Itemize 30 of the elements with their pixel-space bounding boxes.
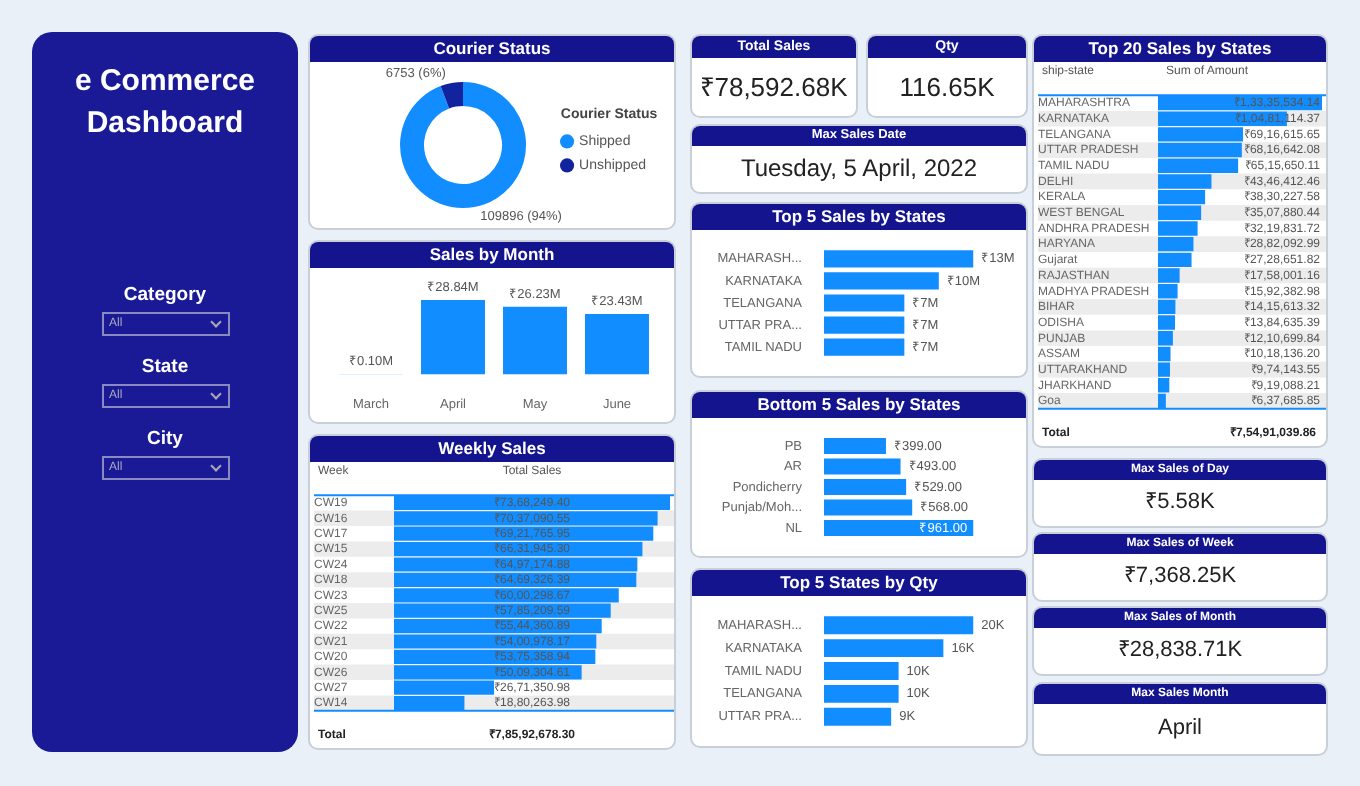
bar	[824, 707, 892, 726]
bar	[824, 479, 907, 495]
chart-title: Top 20 Sales by States	[1034, 36, 1326, 62]
chart-title: Weekly Sales	[310, 436, 674, 462]
text: e Commerce Dashboard	[72, 62, 258, 144]
text: ₹5.58K	[1143, 488, 1217, 518]
text: ₹78,592.68K	[698, 70, 850, 106]
text: State	[139, 356, 191, 378]
bar	[824, 499, 913, 516]
text: Tuesday, 5 April, 2022	[738, 152, 980, 186]
chart-title: Courier Status	[310, 36, 674, 62]
text: 116.65K	[897, 70, 997, 106]
chart-title: Bottom 5 Sales by States	[692, 392, 1026, 418]
bar	[824, 458, 901, 475]
bar	[585, 313, 649, 375]
bar	[824, 616, 974, 635]
chart-title: Sales by Month	[310, 242, 674, 268]
chart-title: Top 5 States by Qty	[692, 570, 1026, 596]
bar	[824, 662, 899, 680]
bar	[503, 306, 567, 375]
bar	[824, 438, 886, 455]
chart-title: Top 5 Sales by States	[692, 204, 1026, 230]
text: ₹7,368.25K	[1121, 562, 1239, 592]
text: ₹28,838.71K	[1115, 636, 1245, 666]
text: April	[1155, 714, 1204, 744]
text: City	[145, 428, 185, 450]
bar	[824, 684, 899, 703]
bar	[824, 639, 944, 658]
text: Category	[121, 284, 209, 306]
bar	[421, 300, 485, 375]
